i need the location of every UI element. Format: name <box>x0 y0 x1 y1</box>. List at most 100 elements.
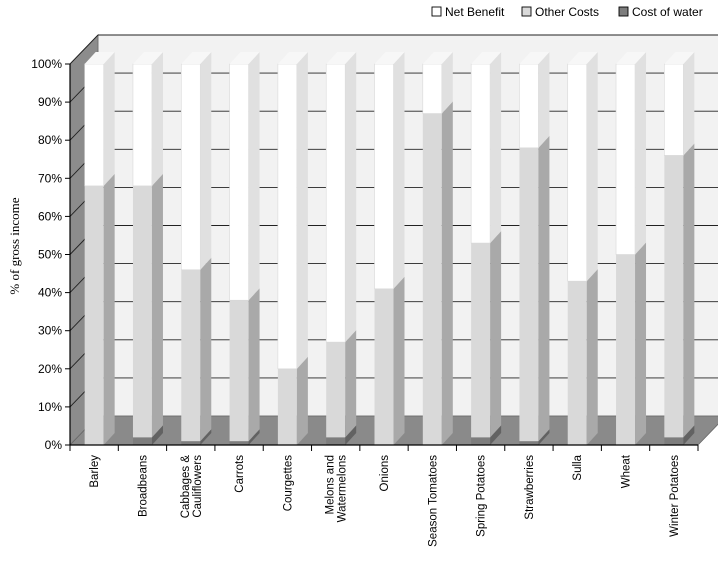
y-tick-label: 90% <box>38 95 62 109</box>
bar-net-benefit-side <box>683 52 695 156</box>
bar-net-benefit <box>470 63 491 244</box>
bar-other-costs <box>664 155 684 438</box>
y-tick-label: 10% <box>38 400 62 414</box>
bar-net-benefit-side <box>345 52 357 343</box>
bar-net-benefit <box>615 63 636 255</box>
bar-net-benefit-side <box>296 52 308 369</box>
bar-net-benefit <box>84 63 104 187</box>
bar-net-benefit-side <box>441 52 453 114</box>
axes <box>65 63 699 451</box>
bar-other-costs-side <box>345 330 357 438</box>
bar-net-benefit-top <box>519 52 550 64</box>
bar-other-costs <box>616 254 636 445</box>
bar-net-benefit <box>519 63 539 149</box>
bar-net-benefit-top <box>422 52 453 64</box>
bar-other-costs-side <box>490 231 502 438</box>
x-tick-label: Spring Potatoes <box>476 455 488 537</box>
x-tick-label: Carrots <box>234 455 246 493</box>
x-tick-label: Sulla <box>572 454 584 480</box>
bar-other-costs <box>132 185 152 438</box>
bar-other-costs <box>471 243 491 438</box>
y-tick-label: 0% <box>45 438 63 452</box>
x-tick-label: Melons andWatermelons <box>325 455 349 523</box>
bar-other-costs <box>229 300 249 442</box>
bar-other-costs <box>374 288 394 445</box>
bar-net-benefit <box>374 63 394 290</box>
bar-net-benefit-top <box>664 52 695 64</box>
bar-other-costs-side <box>296 356 308 445</box>
bar-net-benefit-side <box>151 52 163 186</box>
bar-net-benefit-top <box>374 52 405 64</box>
bar-cost-of-water <box>519 441 539 445</box>
legend-label: Net Benefit <box>445 5 505 19</box>
bar-net-benefit-top <box>229 52 260 64</box>
gridline-wall <box>69 34 99 65</box>
x-tick-label: Cabbages &Cauliflowers <box>180 455 204 519</box>
bar-cost-of-water <box>181 441 201 445</box>
y-tick-labels: 0% 10% 20% 30% 40% 50% 60% 70% 80% 90% 100% <box>31 57 62 452</box>
bar-cost-of-water <box>664 437 684 445</box>
y-axis-label: % of gross income <box>7 197 22 294</box>
legend-label: Cost of water <box>632 5 703 19</box>
x-tick-label: Onions <box>379 455 391 492</box>
bar-cost-of-water <box>132 437 152 445</box>
bar-net-benefit-side <box>635 52 647 255</box>
bar-cost-of-water <box>471 437 491 445</box>
bar-net-benefit-top <box>132 52 163 64</box>
bar-cost-of-water-side <box>248 429 260 445</box>
bar-other-costs-side <box>635 242 647 445</box>
legend-label: Other Costs <box>535 5 599 19</box>
bar-other-costs-side <box>200 257 212 442</box>
bar-net-benefit-top <box>567 52 598 64</box>
bar-other-costs-side <box>103 173 115 446</box>
bar-net-benefit-side <box>248 52 260 301</box>
bar-net-benefit-top <box>277 52 308 64</box>
y-tick-label: 80% <box>38 133 62 147</box>
bar-net-benefit <box>132 63 153 187</box>
bar-other-costs-side <box>586 269 598 445</box>
bar-other-costs <box>277 368 297 445</box>
y-tick-label: 40% <box>38 286 62 300</box>
x-tick-labels: Barley Broadbeans Cabbages &Cauliflowers Ca… <box>89 454 681 547</box>
x-tick-label: Courgettes <box>282 455 294 512</box>
legend-swatch <box>431 6 442 17</box>
x-tick-label: Season Tomatoes <box>427 455 439 547</box>
bar-net-benefit-side <box>538 52 550 148</box>
bar-other-costs <box>181 269 201 442</box>
bar-other-costs <box>326 342 346 438</box>
y-tick-label: 100% <box>31 57 62 71</box>
bar-cost-of-water <box>229 441 249 445</box>
x-tick-label: Wheat <box>621 454 633 488</box>
bar-net-benefit-top <box>84 52 115 64</box>
bar-net-benefit-top <box>181 52 212 64</box>
bar-net-benefit <box>567 63 588 282</box>
y-tick-label: 70% <box>38 171 62 185</box>
bar-net-benefit <box>180 63 201 271</box>
legend-swatch <box>521 6 532 17</box>
bar-net-benefit-side <box>393 52 405 289</box>
y-tick-label: 20% <box>38 362 62 376</box>
x-tick-label: Barley <box>89 455 101 488</box>
bar-net-benefit <box>229 63 249 301</box>
bar-other-costs-side <box>683 143 695 438</box>
legend: Net Benefit Other Costs Cost of water <box>431 5 703 19</box>
bar-cost-of-water-side <box>200 429 212 445</box>
bar-cost-of-water <box>326 437 346 445</box>
bar-cost-of-water-side <box>538 429 550 445</box>
bar-net-benefit-side <box>200 52 212 270</box>
bar-cost-of-water-side <box>683 425 695 445</box>
bar-net-benefit <box>277 63 298 370</box>
x-tick-label: Broadbeans <box>137 455 149 517</box>
bar-net-benefit-top <box>326 52 357 64</box>
bar-other-costs <box>519 147 539 442</box>
bar-net-benefit-side <box>103 52 115 186</box>
bar-net-benefit <box>422 63 443 114</box>
bar-other-costs-side <box>538 135 550 442</box>
bar-net-benefit-side <box>586 52 598 282</box>
bar-other-costs-side <box>151 173 163 438</box>
bar-cost-of-water-side <box>490 425 502 445</box>
bar-net-benefit <box>664 63 684 156</box>
bar-other-costs-side <box>441 101 453 445</box>
y-tick-label: 30% <box>38 324 62 338</box>
